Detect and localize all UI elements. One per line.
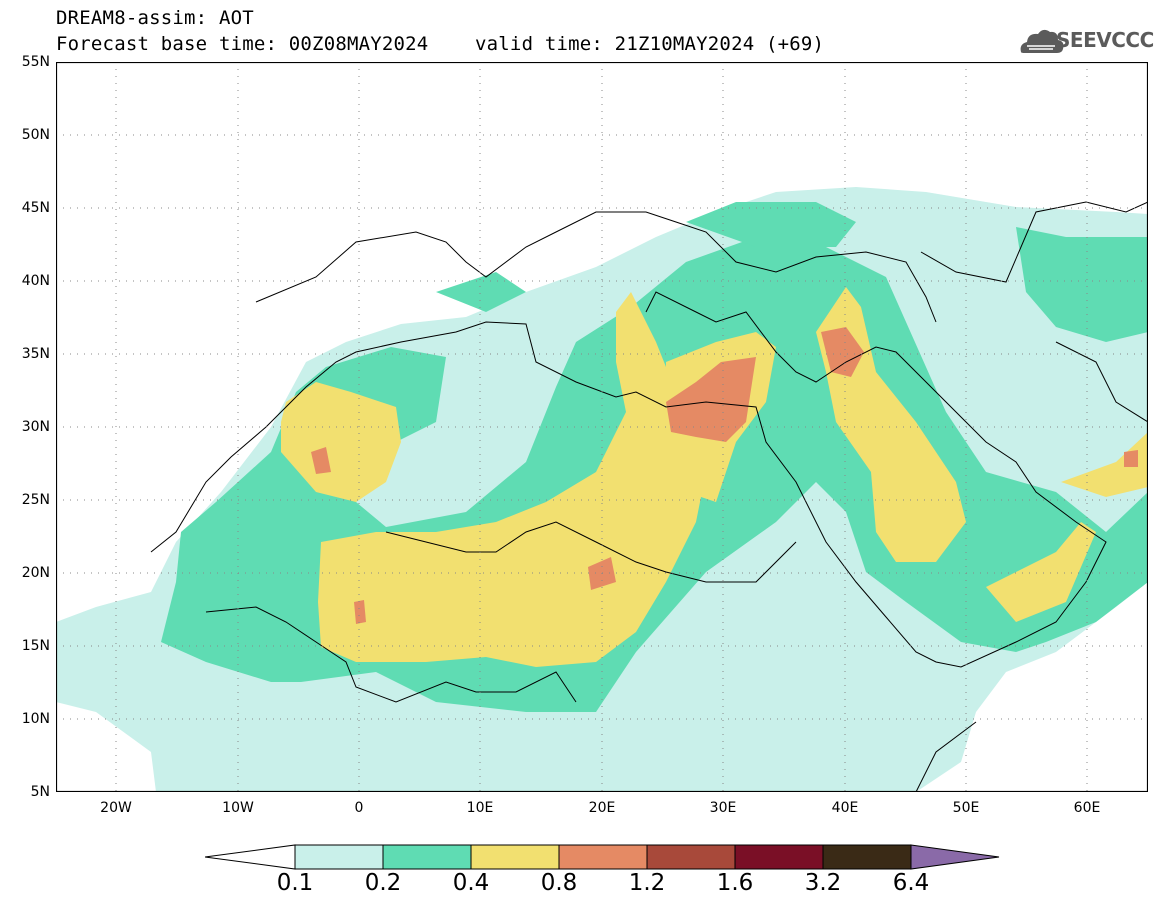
colorbar-label: 0.2 xyxy=(364,870,402,896)
title-line-1: DREAM8-assim: AOT xyxy=(56,7,254,29)
colorbar-bin xyxy=(470,844,560,870)
colorbar-label: 0.8 xyxy=(540,870,578,896)
colorbar-label: 1.2 xyxy=(628,870,666,896)
lon-label: 20E xyxy=(588,800,616,816)
lat-label: 10N xyxy=(21,711,50,727)
colorbar-bin xyxy=(382,844,472,870)
lat-label: 55N xyxy=(21,54,50,70)
lat-label: 35N xyxy=(21,346,50,362)
title-line-2: Forecast base time: 00Z08MAY2024 valid t… xyxy=(56,33,824,55)
lat-label: 40N xyxy=(21,273,50,289)
colorbar-below-arrow xyxy=(205,844,296,870)
colorbar-above-arrow xyxy=(910,844,1000,870)
colorbar-label: 1.6 xyxy=(716,870,754,896)
lat-label: 15N xyxy=(21,638,50,654)
aot-layer-0.8 xyxy=(311,327,1138,624)
valid-time-label: valid time: 21Z10MAY2024 (+69) xyxy=(475,33,825,55)
lon-label: 60E xyxy=(1073,800,1101,816)
lon-label: 0 xyxy=(354,800,364,816)
lon-label: 30E xyxy=(709,800,737,816)
lat-label: 20N xyxy=(21,565,50,581)
colorbar-bin xyxy=(294,844,384,870)
colorbar-bin xyxy=(558,844,648,870)
lon-label: 40E xyxy=(831,800,859,816)
lat-label: 30N xyxy=(21,419,50,435)
base-time-label: Forecast base time: 00Z08MAY2024 xyxy=(56,33,429,55)
lat-label: 50N xyxy=(21,127,50,143)
colorbar-label: 6.4 xyxy=(892,870,930,896)
lat-label: 25N xyxy=(21,492,50,508)
colorbar-label: 0.4 xyxy=(452,870,490,896)
lon-label: 20W xyxy=(100,800,132,816)
colorbar-bin xyxy=(822,844,912,870)
lon-label: 10W xyxy=(222,800,254,816)
aot-map xyxy=(56,62,1148,792)
lon-label: 50E xyxy=(952,800,980,816)
lon-label: 10E xyxy=(466,800,494,816)
colorbar xyxy=(205,844,1000,870)
lat-label: 5N xyxy=(30,784,50,800)
cloud-logo-icon xyxy=(1020,29,1064,53)
colorbar-bin xyxy=(734,844,824,870)
coastlines xyxy=(150,201,1148,792)
lat-label: 45N xyxy=(21,200,50,216)
colorbar-bin xyxy=(646,844,736,870)
logo-text: SEEVCCC xyxy=(1056,28,1154,52)
gridlines xyxy=(56,62,1148,792)
colorbar-label: 0.1 xyxy=(276,870,314,896)
colorbar-label: 3.2 xyxy=(804,870,842,896)
